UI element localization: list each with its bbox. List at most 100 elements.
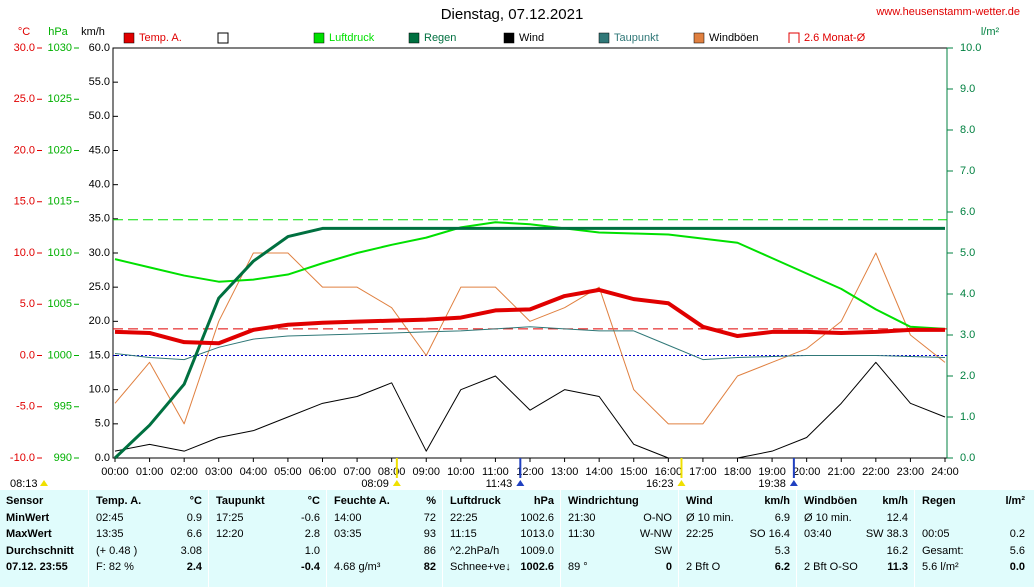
y-tick-label: 990 [54,452,72,464]
x-tick-label: 06:00 [309,466,337,478]
x-tick-label: 09:00 [412,466,440,478]
x-tick-label: 20:00 [793,466,821,478]
table-header-cell: % [426,495,436,507]
table-cell: 0.0 [1009,561,1025,573]
x-tick-label: 14:00 [585,466,613,478]
annotation-label: 11:43 [486,478,513,490]
x-tick-label: 24:00 [931,466,959,478]
legend-swatch [313,32,325,44]
table-cell: 86 [423,545,436,557]
table-cell: 5.6 l/m² [922,561,959,573]
table-header-cell: km/h [882,495,908,507]
table-header-cell: Windrichtung [568,495,639,507]
y-tick-label: 55.0 [89,76,110,88]
plot-frame [112,47,948,459]
table-cell: 00:05 [922,528,950,540]
y-tick-label: 35.0 [89,213,110,225]
table-cell: Durchschnitt [6,545,74,557]
y-tick-label: 10.0 [89,384,110,396]
y-tick-label: 45.0 [89,144,110,156]
legend-swatch [503,32,515,44]
table-header-cell: km/h [764,495,790,507]
table-cell: (+ 0.48 ) [96,545,138,557]
table-cell: 2 Bft O [686,561,721,573]
table-cell: 0.9 [186,512,202,524]
y-tick-label: 5.0 [960,247,975,259]
y-tick-label: 2.0 [960,370,975,382]
y-tick-label: 15.0 [14,196,35,208]
legend-label: Wind [519,32,544,44]
table-cell: O-NO [643,512,672,524]
x-tick-label: 03:00 [205,466,233,478]
y-tick-label: 1025 [48,93,72,105]
table-cell: Schnee+ve↓ [450,561,511,573]
y-tick-label: 1.0 [960,411,975,423]
x-tick-label: 21:00 [827,466,855,478]
stats-table: Sensor Temp. A. °C Taupunkt °C Feuchte A.% Luf… [0,490,1034,587]
table-cell: 02:45 [96,512,124,524]
annotation-marker [516,480,525,486]
y-tick-label: 6.0 [960,206,975,218]
y-tick-label: 4.0 [960,288,975,300]
table-cell: 03:35 [334,528,362,540]
table-cell: 4.68 g/m³ [334,561,381,573]
table-separator [678,490,679,587]
x-tick-label: 16:00 [655,466,683,478]
table-cell: W-NW [639,528,672,540]
table-cell: F: 82 % [96,561,134,573]
y-tick-label: 1015 [48,196,72,208]
legend-swatch [408,32,420,44]
annotation-marker [40,480,48,486]
table-cell: MaxWert [6,528,52,540]
table-cell: 2.8 [304,528,320,540]
table-separator [560,490,561,587]
y-tick-label: -10.0 [10,452,35,464]
x-tick-label: 07:00 [343,466,371,478]
legend-label: Temp. A. [139,32,182,44]
table-cell: MinWert [6,512,50,524]
table-cell: 14:00 [334,512,362,524]
y-tick-label: 1010 [48,247,72,259]
table-separator [208,490,209,587]
table-cell: 03:40 [804,528,832,540]
x-tick-label: 19:00 [758,466,786,478]
y-tick-label: 7.0 [960,165,975,177]
x-tick-label: 00:00 [101,466,129,478]
x-tick-label: 10:00 [447,466,475,478]
table-cell: 07.12. 23:55 [6,561,68,573]
y-tick-label: 0.0 [95,452,110,464]
table-cell: 22:25 [686,528,714,540]
legend-label: Luftdruck [329,32,375,44]
table-header-cell: l/m² [1005,495,1025,507]
table-cell: 6.2 [774,561,790,573]
chart-title: Dienstag, 07.12.2021 [441,6,584,23]
annotation-label: 08:13 [10,478,38,490]
legend-label: 2.6 Monat-Ø [804,32,866,44]
annotation-label: 19:38 [758,478,786,490]
x-tick-label: 11:00 [482,466,509,478]
x-tick-label: 18:00 [724,466,752,478]
table-cell: 0 [665,561,672,573]
table-cell: Gesamt: [922,545,964,557]
y-tick-label: 25.0 [14,93,35,105]
table-cell: 17:25 [216,512,244,524]
series-line [114,252,946,425]
y-tick-label: 1030 [48,42,72,54]
table-cell: 1002.6 [520,561,554,573]
table-cell: 0.2 [1009,528,1025,540]
table-header-cell: Luftdruck [450,495,501,507]
table-cell: 3.08 [180,545,202,557]
table-cell: SW 38.3 [865,528,908,540]
table-cell: SW [654,545,672,557]
table-cell: ^2.2hPa/h [450,545,500,557]
x-tick-label: 05:00 [274,466,302,478]
x-tick-label: 02:00 [170,466,198,478]
y-tick-label: 15.0 [89,349,110,361]
table-cell: 2 Bft O-SO [804,561,858,573]
table-cell: 5.6 [1009,545,1025,557]
annotation-marker [392,480,401,486]
table-cell: SO 16.4 [749,528,790,540]
table-cell: Ø 10 min. [804,512,852,524]
y-tick-label: 0.0 [20,349,35,361]
